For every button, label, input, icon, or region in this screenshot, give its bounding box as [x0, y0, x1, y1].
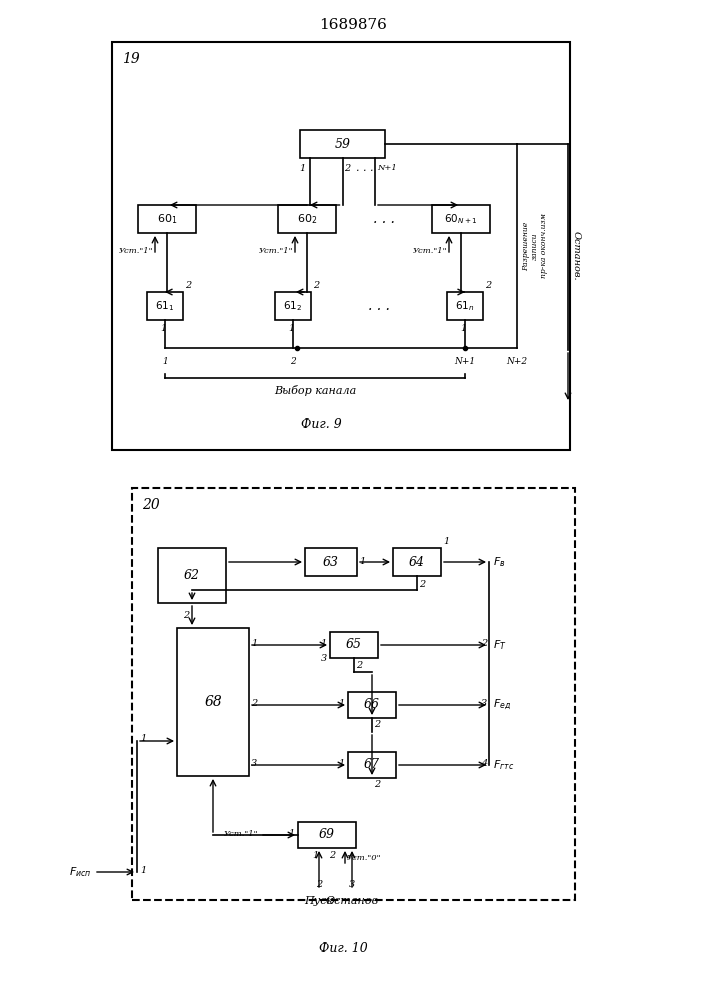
Text: 63: 63: [323, 556, 339, 568]
Text: 66: 66: [364, 698, 380, 712]
Text: 67: 67: [364, 758, 380, 772]
Text: $60_{N+1}$: $60_{N+1}$: [444, 212, 478, 226]
Text: 1: 1: [140, 734, 146, 743]
Bar: [278, 205, 336, 233]
Text: 2: 2: [481, 639, 487, 648]
Text: 2: 2: [313, 281, 320, 290]
Text: Останов.: Останов.: [572, 231, 581, 281]
Text: N+1: N+1: [377, 164, 397, 172]
Text: N+1: N+1: [455, 358, 476, 366]
Text: 4: 4: [481, 759, 487, 768]
Text: 3: 3: [481, 699, 487, 708]
Text: 69: 69: [319, 828, 335, 842]
Text: . . .: . . .: [356, 163, 373, 173]
Text: . . .: . . .: [368, 299, 390, 313]
Text: $61_1$: $61_1$: [156, 299, 175, 313]
Text: Уст."1": Уст."1": [412, 247, 447, 255]
Text: 1: 1: [460, 324, 466, 333]
Text: 62: 62: [184, 569, 200, 582]
Text: Уст."1": Уст."1": [259, 247, 293, 255]
Bar: [348, 692, 396, 718]
Text: $60_1$: $60_1$: [157, 212, 177, 226]
Bar: [348, 752, 396, 778]
Bar: [305, 548, 357, 576]
Text: 2: 2: [182, 611, 189, 620]
Text: 65: 65: [346, 639, 362, 652]
Text: 2: 2: [356, 661, 362, 670]
Text: $F_в$: $F_в$: [493, 555, 506, 569]
Text: 2: 2: [329, 851, 335, 860]
Bar: [432, 205, 490, 233]
Text: $60_2$: $60_2$: [297, 212, 317, 226]
Text: 1: 1: [251, 639, 257, 648]
Bar: [330, 632, 378, 658]
Text: Уст."1": Уст."1": [119, 247, 153, 255]
Text: 1: 1: [321, 639, 327, 648]
Bar: [447, 292, 483, 320]
Text: 1: 1: [300, 164, 306, 173]
Text: 1: 1: [288, 324, 294, 333]
Text: 1: 1: [359, 557, 366, 566]
Text: $F_{исп}$: $F_{исп}$: [69, 865, 92, 879]
Text: $F_{ед}$: $F_{ед}$: [493, 698, 511, 712]
Bar: [147, 292, 183, 320]
Text: 20: 20: [142, 498, 160, 512]
Text: 3: 3: [321, 654, 327, 663]
Bar: [158, 548, 226, 603]
Text: 2: 2: [251, 699, 257, 708]
Text: 59: 59: [334, 137, 351, 150]
Text: 3: 3: [349, 880, 355, 889]
Text: 1: 1: [160, 324, 166, 333]
Text: . . .: . . .: [373, 212, 395, 226]
Bar: [138, 205, 196, 233]
Text: 1: 1: [339, 759, 345, 768]
Text: 2: 2: [185, 281, 192, 290]
Text: Фиг. 9: Фиг. 9: [300, 418, 341, 432]
Text: 68: 68: [204, 695, 222, 709]
Bar: [177, 628, 249, 776]
Text: Уст."1": Уст."1": [223, 830, 258, 838]
Text: 2: 2: [374, 720, 380, 729]
Text: $F_T$: $F_T$: [493, 638, 507, 652]
Text: 1: 1: [288, 829, 295, 838]
Bar: [275, 292, 311, 320]
Text: 1: 1: [339, 699, 345, 708]
Text: Выбор канала: Выбор канала: [274, 384, 356, 395]
Text: 19: 19: [122, 52, 140, 66]
Bar: [112, 42, 570, 450]
Text: Уст."0": Уст."0": [347, 854, 382, 862]
Text: $F_{гтс}$: $F_{гтс}$: [493, 758, 514, 772]
Text: 2: 2: [374, 780, 380, 789]
Text: 2: 2: [419, 580, 425, 589]
Bar: [300, 130, 385, 158]
Text: Фиг. 10: Фиг. 10: [319, 942, 368, 954]
Text: Разрешение
записи
пр-ка оконч.изм: Разрешение записи пр-ка оконч.изм: [522, 214, 548, 278]
Text: 2: 2: [344, 164, 351, 173]
Text: Останов: Останов: [325, 896, 378, 906]
Text: 64: 64: [409, 556, 425, 568]
Text: 2: 2: [485, 281, 491, 290]
Text: 1: 1: [443, 537, 449, 546]
Text: N+2: N+2: [506, 358, 527, 366]
Text: $61_2$: $61_2$: [284, 299, 303, 313]
Bar: [298, 822, 356, 848]
Text: Пуск: Пуск: [305, 896, 334, 906]
Text: 1689876: 1689876: [319, 18, 387, 32]
Text: $61_n$: $61_n$: [455, 299, 474, 313]
Text: 2: 2: [316, 880, 322, 889]
Text: 1: 1: [312, 851, 318, 860]
Text: 3: 3: [251, 759, 257, 768]
Text: 1: 1: [140, 866, 146, 875]
Bar: [132, 488, 575, 900]
Bar: [393, 548, 441, 576]
Text: 1: 1: [162, 358, 168, 366]
Text: 2: 2: [290, 358, 296, 366]
